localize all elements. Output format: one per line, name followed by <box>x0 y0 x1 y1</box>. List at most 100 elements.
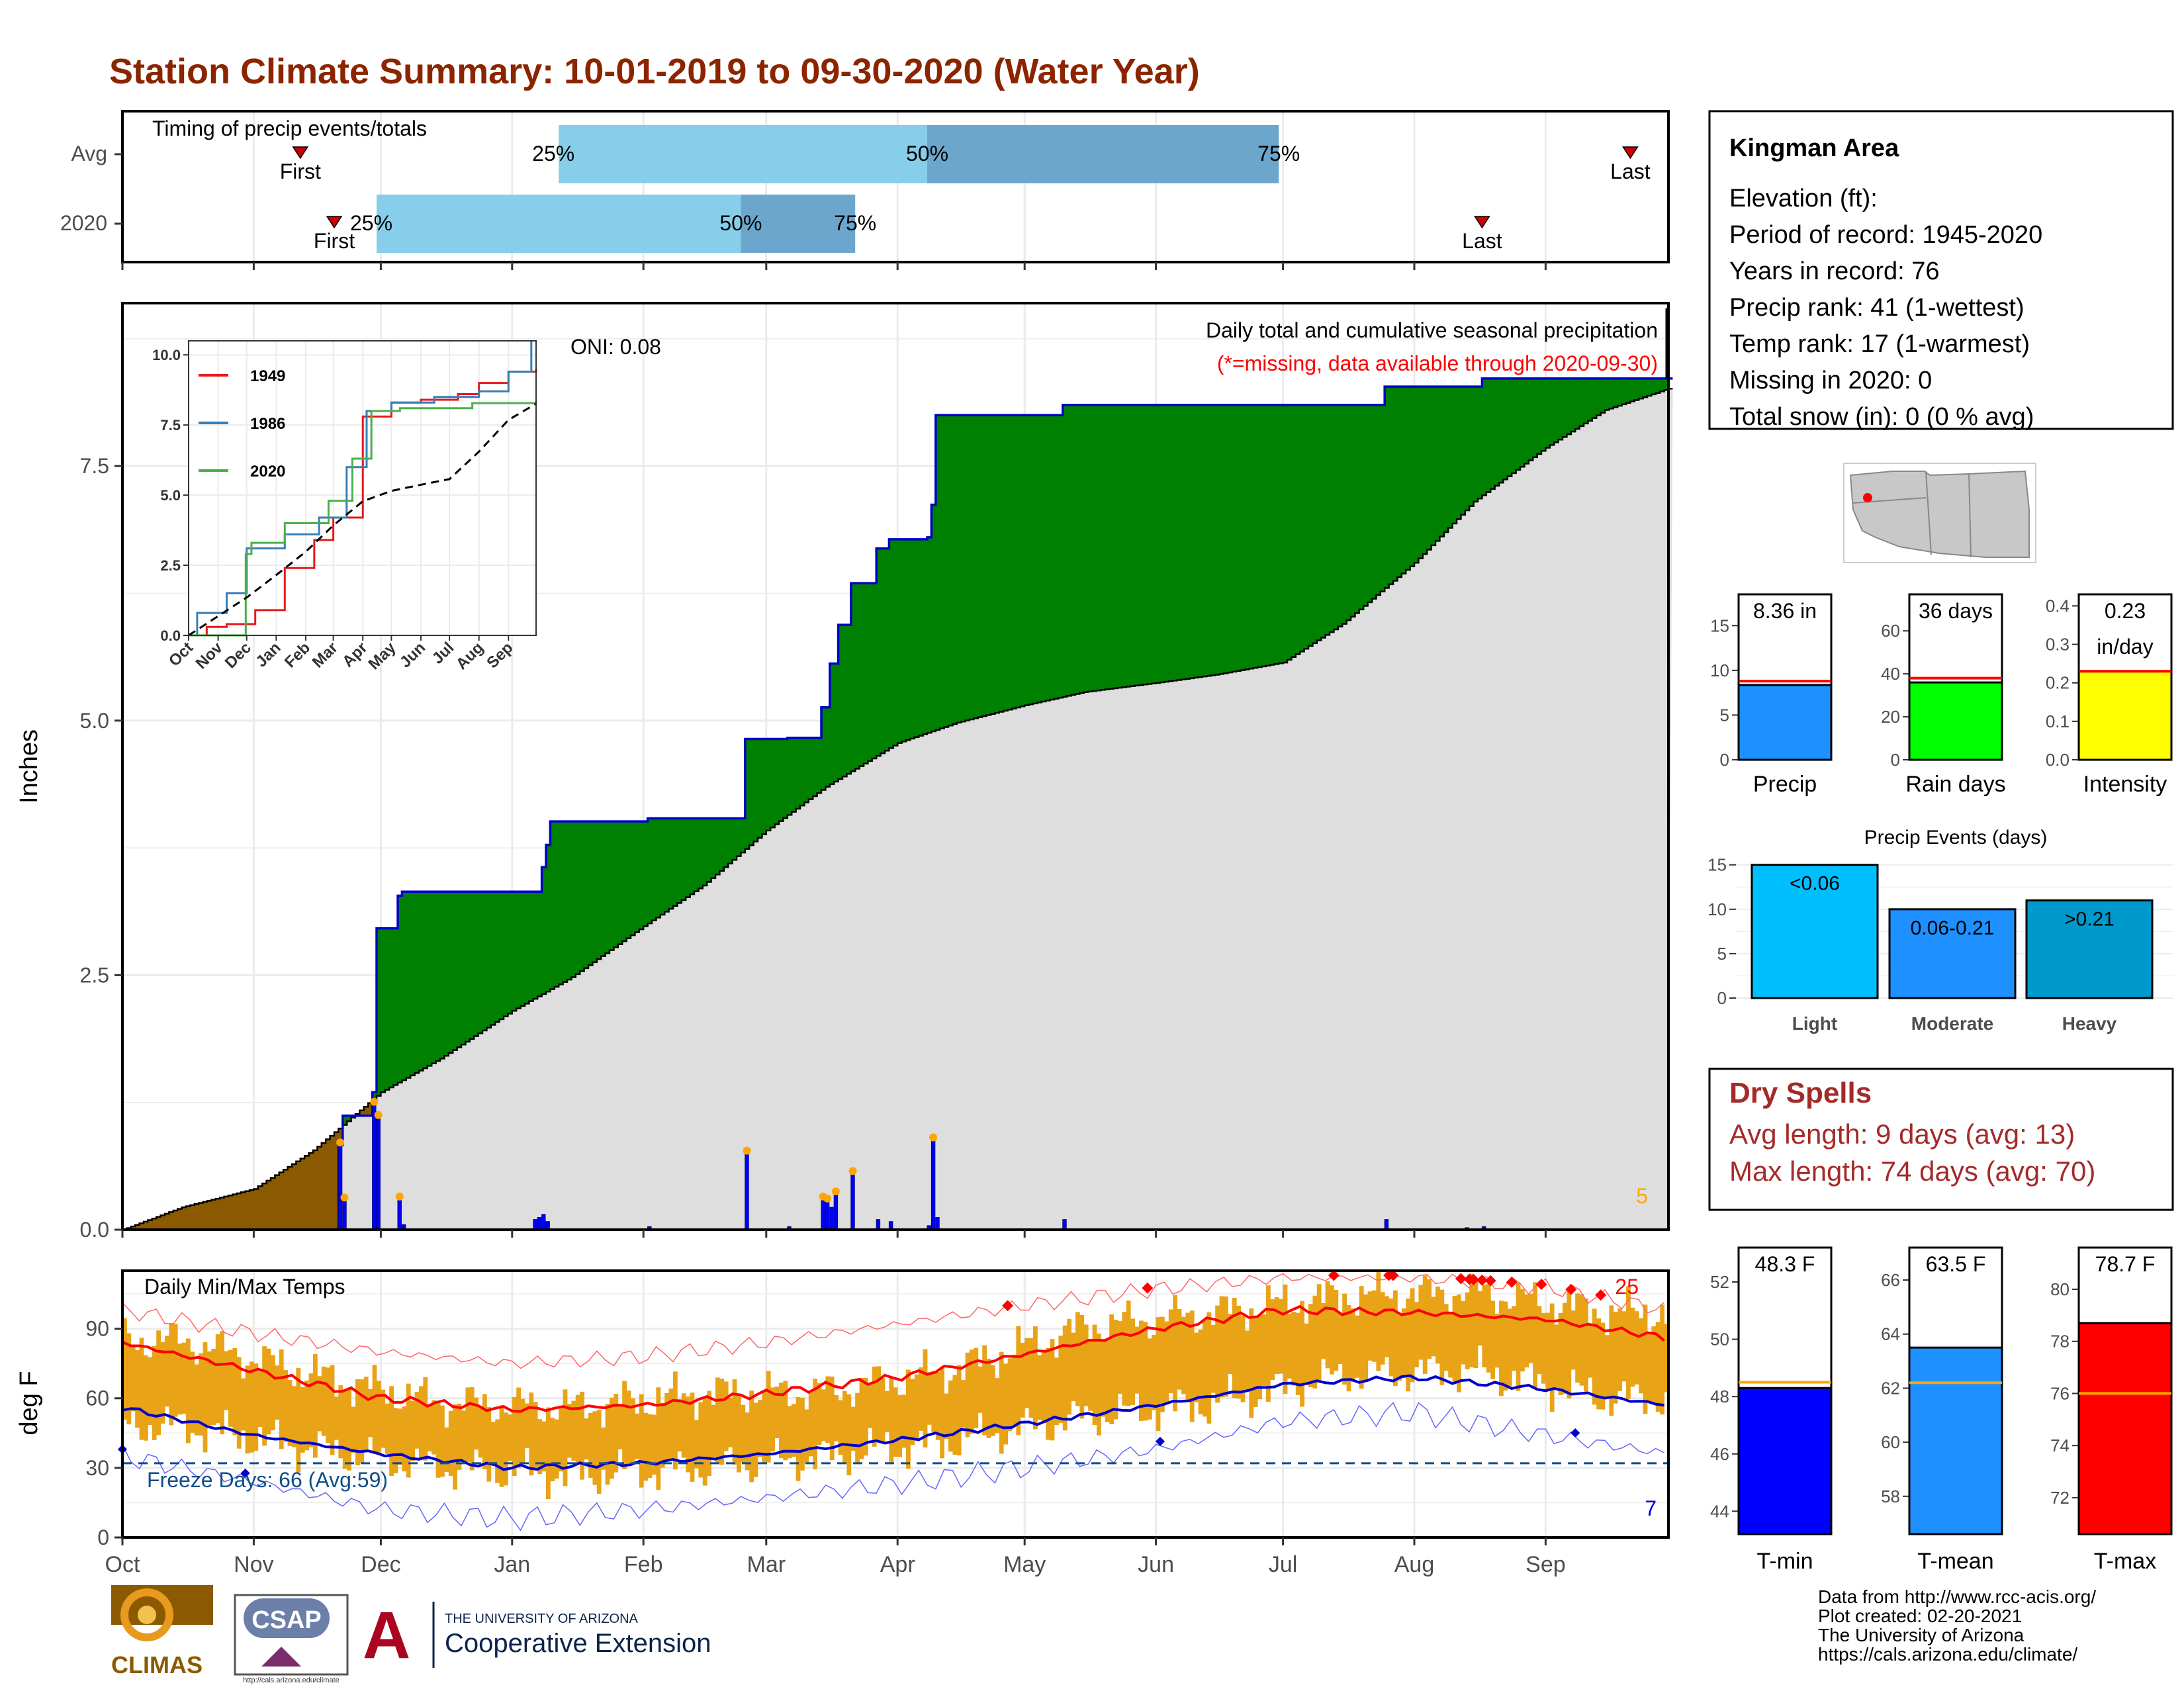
inset-ytick-label: 10.0 <box>152 347 181 363</box>
ua-line2: Cooperative Extension <box>445 1629 711 1658</box>
temp-ytick-label: 30 <box>85 1456 109 1480</box>
summary-ytick-label: 74 <box>2050 1436 2070 1455</box>
summary-ytick-label: 0.2 <box>2046 673 2070 693</box>
station-info-line: Years in record: 76 <box>1729 257 1940 285</box>
inset-ytick-label: 2.5 <box>160 557 181 574</box>
summary-ytick-label: 60 <box>1881 621 1900 641</box>
intensity-summary-bar: 0.0 0.1 0.2 0.3 0.4 0.23 in/day Intensity <box>2046 593 2173 797</box>
freeze-days-label: Freeze Days: 66 (Avg:59) <box>147 1468 388 1492</box>
summary-ytick-label: 15 <box>1710 616 1729 635</box>
inset-legend-label: 1949 <box>250 367 285 385</box>
record-high-marker <box>1595 1289 1607 1301</box>
record-high-marker <box>1387 1269 1399 1281</box>
daily-precip-bar <box>342 1199 347 1230</box>
footer-line: https://cals.arizona.edu/climate/ <box>1818 1644 2077 1665</box>
summary-bar-fill <box>2077 1322 2173 1535</box>
summary-ytick-label: 64 <box>1881 1324 1900 1344</box>
dry-spells-title: Dry Spells <box>1729 1077 1872 1109</box>
record-high-marker <box>1468 1273 1480 1285</box>
summary-bar-label: Rain days <box>1905 772 2005 797</box>
daily-precip-bar <box>931 1140 936 1230</box>
last-label: Last <box>1610 160 1651 183</box>
first-event-marker <box>292 146 309 160</box>
summary-value-text: 78.7 F <box>2095 1252 2156 1276</box>
precip-ytick-label: 7.5 <box>80 454 109 478</box>
daily-precip-bar <box>397 1199 402 1230</box>
summary-ytick-label: 0.4 <box>2046 596 2070 616</box>
climas-logo: CLIMAS <box>111 1585 213 1678</box>
timing-bar-50-75-Avg <box>927 125 1279 183</box>
summary-bar-fill <box>2077 670 2173 761</box>
temp-ytick-label: 90 <box>85 1317 109 1341</box>
csap-logo: CSAP http://cals.arizona.edu/climate <box>234 1594 349 1684</box>
heavy-event-marker <box>831 1187 840 1196</box>
precip-missing-note: (*=missing, data available through 2020-… <box>1217 351 1658 375</box>
rain-days-summary-bar: 0 20 40 60 36 days Rain days <box>1881 593 2006 797</box>
station-info-line: Precip rank: 41 (1-wettest) <box>1729 294 2025 322</box>
heavy-event-marker <box>848 1167 857 1175</box>
summary-ytick-label: 0.1 <box>2046 711 2070 731</box>
summary-bar-label: T-min <box>1757 1549 1813 1574</box>
month-label: Aug <box>1394 1552 1435 1577</box>
daily-precip-bar <box>745 1153 749 1230</box>
ua-line1: THE UNIVERSITY OF ARIZONA <box>445 1612 639 1626</box>
heavy-event-marker <box>743 1146 751 1155</box>
tmin-summary-bar: 44 46 48 50 52 48.3 F T-min <box>1710 1246 1833 1574</box>
inset-ytick-label: 7.5 <box>160 417 181 434</box>
summary-bar-label: Intensity <box>2083 772 2167 797</box>
record-lows-count: 7 <box>1645 1496 1657 1520</box>
pct-label: 25% <box>350 211 392 235</box>
summary-bar-fill <box>1908 681 2003 761</box>
daily-precip-bar <box>1384 1219 1389 1230</box>
summary-value-text: 36 days <box>1919 599 1993 623</box>
events-bar-light <box>1751 864 1879 999</box>
summary-bar-label: Precip <box>1753 772 1817 797</box>
station-info-line: Period of record: 1945-2020 <box>1729 221 2042 249</box>
footer-line: The University of Arizona <box>1818 1625 2025 1645</box>
daily-precip-bar <box>935 1217 940 1230</box>
average-max-line <box>122 1304 1665 1413</box>
record-high-marker <box>1328 1269 1340 1281</box>
csap-logo-text: CSAP <box>251 1606 322 1634</box>
daily-precip-bar <box>829 1207 834 1230</box>
summary-ytick-label: 50 <box>1710 1330 1729 1349</box>
events-ytick-label: 15 <box>1707 855 1727 875</box>
daily-precip-bar <box>533 1219 537 1230</box>
month-label: Jul <box>1269 1552 1297 1577</box>
temp-panel-title: Daily Min/Max Temps <box>144 1275 345 1299</box>
summary-value-text: 63.5 F <box>1926 1252 1986 1276</box>
precip-ytick-label: 0.0 <box>80 1218 109 1242</box>
record-high-marker <box>1565 1283 1577 1295</box>
timing-bar-25-50-2020 <box>377 195 741 253</box>
first-event-marker <box>326 216 343 229</box>
record-highs-count: 25 <box>1615 1275 1639 1299</box>
temp-ytick-label: 60 <box>85 1387 109 1410</box>
inset-line-1986 <box>189 341 533 637</box>
month-label: Dec <box>361 1552 400 1577</box>
record-high-marker <box>1002 1300 1014 1312</box>
summary-ytick-label: 0.3 <box>2046 635 2070 655</box>
month-label: Sep <box>1525 1552 1566 1577</box>
daily-precip-bar <box>537 1217 542 1230</box>
events-ytick-label: 5 <box>1717 944 1727 964</box>
daily-precip-bar <box>821 1199 825 1230</box>
events-bar-label: Moderate <box>1911 1013 1993 1034</box>
daily-precip-bar <box>876 1219 881 1230</box>
month-label: Mar <box>747 1552 786 1577</box>
heavy-event-marker <box>823 1194 832 1203</box>
inset-ytick-label: 0.0 <box>160 627 181 644</box>
pct-label: 50% <box>719 211 762 235</box>
summary-ytick-label: 78 <box>2050 1332 2070 1351</box>
summary-ytick-label: 58 <box>1881 1486 1900 1506</box>
summary-ytick-label: 10 <box>1710 661 1729 680</box>
ua-logo: A THE UNIVERSITY OF ARIZONA Cooperative … <box>363 1598 711 1672</box>
footer: CLIMAS CSAP http://cals.arizona.edu/clim… <box>111 1585 2096 1684</box>
pct-label: 75% <box>1257 142 1300 165</box>
events-bar-label: Heavy <box>2062 1013 2117 1034</box>
ua-a-mark: A <box>363 1598 410 1672</box>
record-high-marker <box>1455 1273 1467 1285</box>
precip-ylabel: Inches <box>15 729 43 803</box>
first-label: First <box>280 160 321 183</box>
events-bar-heavy <box>2025 899 2154 999</box>
record-high-marker <box>1484 1275 1496 1287</box>
